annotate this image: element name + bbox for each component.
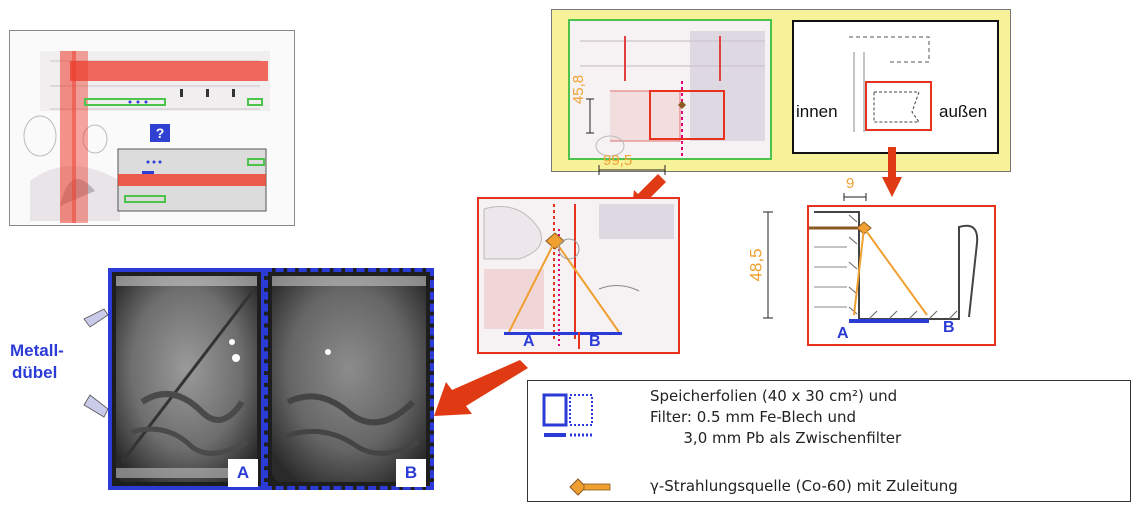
profile-drawing (849, 36, 932, 132)
legend-line-4: γ-Strahlungsquelle (Co-60) mit Zuleitung (650, 477, 958, 495)
radiograph-b-label: B (396, 459, 426, 487)
question-badge: ? (150, 124, 170, 142)
label-innen: innen (796, 102, 838, 122)
elevation-view: 45,8 (568, 19, 772, 160)
radiograph-a-image (116, 276, 257, 482)
dim-99-5-label: 99,5 (603, 152, 633, 169)
dim-9-line (843, 193, 867, 201)
arrow-to-detail-right (882, 147, 902, 197)
dim-48-5-label: 48,5 (746, 248, 766, 282)
dim-48-5-line (763, 211, 773, 319)
legend-line-3: 3,0 mm Pb als Zwischenfilter (650, 429, 902, 447)
radiograph-a-label: A (228, 459, 258, 487)
legend-line-1: Speicherfolien (40 x 30 cm²) und (650, 387, 898, 405)
dim-99-5-line (598, 165, 666, 175)
detail-source-view: A B (477, 197, 680, 354)
profile-section-label-a: A (837, 325, 849, 342)
detail-source-drawing (483, 204, 674, 349)
profile-section-view: A B (807, 205, 996, 346)
profile-section-drawing (809, 211, 979, 323)
legend-line-2: Filter: 0.5 mm Fe-Blech und (650, 408, 856, 426)
metal-dowel-label-line2: dübel (12, 363, 58, 382)
legend: Speicherfolien (40 x 30 cm²) und Filter:… (527, 380, 1131, 502)
overview-drawing (23, 51, 270, 223)
detail-source-label-b: B (589, 333, 601, 350)
dim-45-8-label: 45,8 (570, 74, 588, 105)
film-plates-icon (542, 393, 593, 437)
metal-dowel-label: Metall- dübel (10, 340, 96, 384)
radiograph-b-image (272, 276, 426, 482)
label-aussen: außen (939, 102, 988, 122)
profile-view: innen außen (792, 20, 999, 154)
gamma-source-icon (569, 478, 611, 496)
radiograph-a (108, 268, 265, 490)
dim-9-label: 9 (846, 175, 855, 192)
profile-section-label-b: B (943, 319, 955, 336)
detail-source-label-a: A (523, 333, 535, 350)
setup-panel: 45,8 innen außen (551, 9, 1011, 172)
metal-dowel-label-line1: Metall- (10, 341, 64, 360)
overview-panel: ? (9, 30, 295, 226)
elevation-drawing (580, 31, 765, 157)
radiograph-b (264, 268, 434, 490)
arrow-to-radiograph (434, 360, 528, 416)
